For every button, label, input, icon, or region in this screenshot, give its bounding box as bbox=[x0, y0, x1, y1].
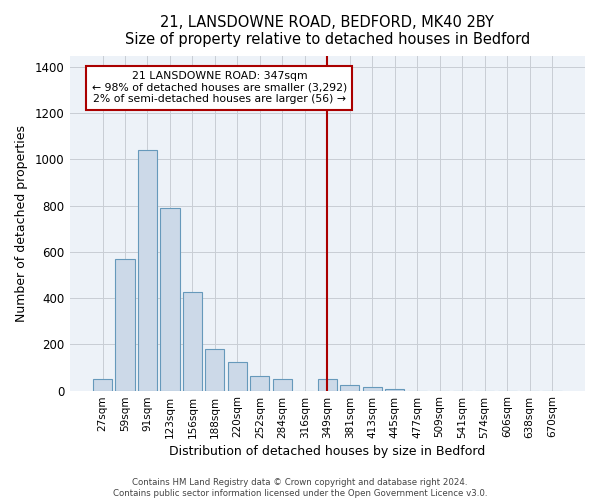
Bar bbox=[160, 208, 179, 390]
Bar bbox=[93, 379, 112, 390]
Bar bbox=[183, 292, 202, 390]
Text: Contains HM Land Registry data © Crown copyright and database right 2024.
Contai: Contains HM Land Registry data © Crown c… bbox=[113, 478, 487, 498]
Bar bbox=[250, 376, 269, 390]
Bar bbox=[273, 379, 292, 390]
Bar bbox=[138, 150, 157, 390]
Bar bbox=[362, 387, 382, 390]
Bar bbox=[318, 379, 337, 390]
Text: 21 LANSDOWNE ROAD: 347sqm
← 98% of detached houses are smaller (3,292)
2% of sem: 21 LANSDOWNE ROAD: 347sqm ← 98% of detac… bbox=[92, 72, 347, 104]
Bar bbox=[205, 349, 224, 391]
Bar bbox=[228, 362, 247, 390]
Title: 21, LANSDOWNE ROAD, BEDFORD, MK40 2BY
Size of property relative to detached hous: 21, LANSDOWNE ROAD, BEDFORD, MK40 2BY Si… bbox=[125, 15, 530, 48]
X-axis label: Distribution of detached houses by size in Bedford: Distribution of detached houses by size … bbox=[169, 444, 485, 458]
Bar bbox=[340, 385, 359, 390]
Y-axis label: Number of detached properties: Number of detached properties bbox=[15, 124, 28, 322]
Bar bbox=[115, 259, 134, 390]
